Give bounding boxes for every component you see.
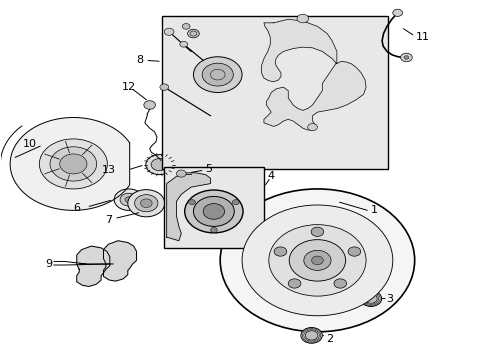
Circle shape: [203, 203, 224, 219]
Circle shape: [400, 53, 411, 62]
Circle shape: [268, 225, 366, 296]
Circle shape: [403, 56, 408, 59]
Circle shape: [296, 14, 308, 23]
Text: 7: 7: [105, 215, 112, 225]
Circle shape: [242, 205, 392, 316]
Circle shape: [120, 193, 137, 206]
Circle shape: [364, 294, 376, 303]
Circle shape: [202, 63, 233, 86]
Circle shape: [303, 250, 330, 270]
Circle shape: [60, 154, 87, 174]
Circle shape: [220, 189, 414, 332]
Circle shape: [310, 227, 323, 237]
Circle shape: [232, 200, 239, 204]
Circle shape: [274, 247, 286, 256]
Circle shape: [127, 190, 164, 217]
Circle shape: [184, 190, 243, 233]
Text: 9: 9: [45, 259, 52, 269]
Circle shape: [180, 41, 187, 47]
Circle shape: [50, 147, 97, 181]
Polygon shape: [103, 241, 136, 281]
Circle shape: [114, 189, 143, 210]
Text: 2: 2: [325, 334, 333, 344]
Text: 10: 10: [23, 139, 37, 149]
Circle shape: [182, 23, 190, 29]
Text: 11: 11: [415, 32, 429, 42]
Circle shape: [164, 28, 174, 35]
Circle shape: [360, 291, 381, 306]
Circle shape: [333, 279, 346, 288]
Circle shape: [140, 199, 152, 207]
Circle shape: [392, 9, 402, 17]
Text: 13: 13: [102, 165, 115, 175]
Circle shape: [347, 247, 360, 256]
Circle shape: [193, 57, 242, 93]
Circle shape: [188, 200, 195, 204]
Bar: [164, 167, 264, 248]
Bar: [162, 16, 387, 169]
Circle shape: [210, 228, 217, 233]
Circle shape: [300, 328, 322, 343]
Circle shape: [288, 240, 345, 281]
Circle shape: [287, 279, 300, 288]
Text: 12: 12: [122, 82, 136, 92]
Circle shape: [311, 256, 323, 265]
Polygon shape: [77, 246, 110, 287]
Circle shape: [307, 123, 317, 131]
Text: 1: 1: [370, 205, 377, 215]
Circle shape: [145, 155, 173, 175]
Circle shape: [134, 195, 158, 212]
Text: 4: 4: [267, 171, 274, 181]
Text: 8: 8: [136, 55, 143, 65]
Circle shape: [151, 158, 167, 171]
Circle shape: [124, 197, 132, 203]
Circle shape: [176, 170, 186, 177]
Circle shape: [187, 29, 199, 38]
Circle shape: [143, 101, 155, 109]
Text: 5: 5: [205, 164, 212, 174]
Polygon shape: [261, 19, 366, 130]
Circle shape: [160, 84, 168, 90]
Circle shape: [305, 331, 317, 340]
Polygon shape: [166, 173, 210, 241]
Circle shape: [193, 197, 234, 226]
Text: 3: 3: [386, 294, 393, 303]
Circle shape: [39, 139, 107, 189]
Text: 6: 6: [73, 203, 80, 213]
Polygon shape: [10, 117, 129, 210]
